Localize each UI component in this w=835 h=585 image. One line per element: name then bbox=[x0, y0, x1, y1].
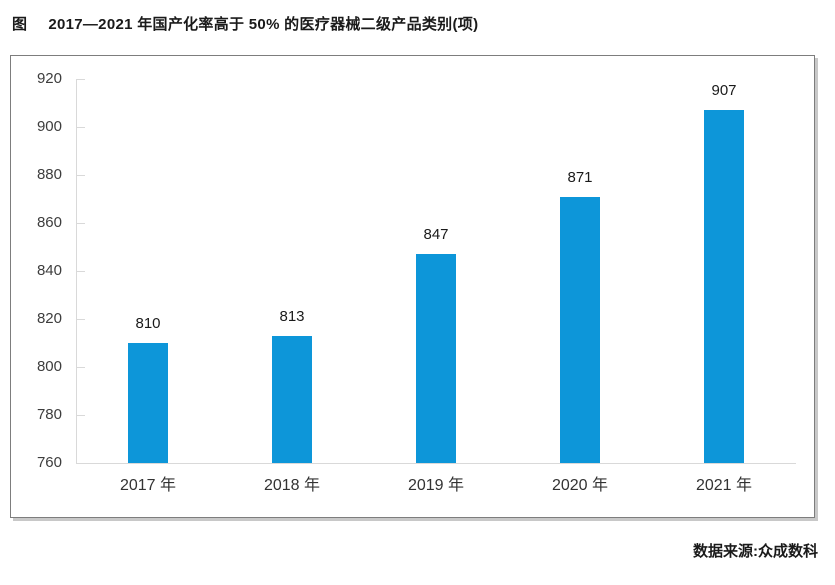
bar-value-label: 907 bbox=[711, 82, 737, 100]
y-tick-mark bbox=[76, 415, 85, 416]
bar-value-label: 847 bbox=[423, 226, 449, 244]
y-tick-mark bbox=[76, 319, 85, 320]
x-axis-label: 2020 年 bbox=[551, 477, 609, 494]
x-axis-label: 2017 年 bbox=[119, 477, 177, 494]
x-axis-label: 2021 年 bbox=[695, 477, 753, 494]
bar bbox=[128, 343, 168, 463]
bar bbox=[416, 254, 456, 463]
y-tick-label: 760 bbox=[36, 454, 62, 471]
y-tick-label: 920 bbox=[36, 70, 62, 87]
y-tick-mark bbox=[76, 367, 85, 368]
x-axis-label: 2019 年 bbox=[407, 477, 465, 494]
y-tick-label: 880 bbox=[36, 166, 62, 183]
y-tick-mark bbox=[76, 79, 85, 80]
bar-value-label: 810 bbox=[135, 315, 161, 332]
figure-title-text: 2017—2021 年国产化率高于 50% 的医疗器械二级产品类别(项) bbox=[48, 16, 479, 33]
figure-title-prefix: 图 bbox=[12, 16, 28, 33]
data-source: 数据来源:众成数科 bbox=[693, 543, 818, 560]
bar bbox=[272, 335, 312, 463]
x-axis-line bbox=[76, 463, 796, 464]
bar-value-label: 813 bbox=[279, 307, 305, 325]
y-tick-label: 800 bbox=[36, 358, 62, 375]
chart-box: 920 900 880 860 840 820 800 780 760 810 2017 年 813 2… bbox=[10, 55, 815, 518]
y-tick-label: 840 bbox=[36, 262, 62, 279]
y-tick-mark bbox=[76, 175, 85, 176]
bar-chart-plot: 920 900 880 860 840 820 800 780 760 810 2017 年 813 2… bbox=[11, 56, 814, 517]
y-tick-label: 780 bbox=[36, 406, 62, 423]
y-tick-mark bbox=[76, 223, 85, 224]
y-tick-label: 900 bbox=[36, 118, 62, 135]
y-tick-mark bbox=[76, 127, 85, 128]
bar-value-label: 871 bbox=[567, 168, 593, 186]
bar bbox=[560, 196, 600, 463]
figure-title: 图 2017—2021 年国产化率高于 50% 的医疗器械二级产品类别(项) bbox=[12, 13, 478, 34]
bar bbox=[704, 110, 744, 463]
y-tick-mark bbox=[76, 271, 85, 272]
x-axis-label: 2018 年 bbox=[263, 477, 321, 494]
y-tick-label: 860 bbox=[36, 214, 62, 231]
y-tick-label: 820 bbox=[36, 310, 62, 327]
